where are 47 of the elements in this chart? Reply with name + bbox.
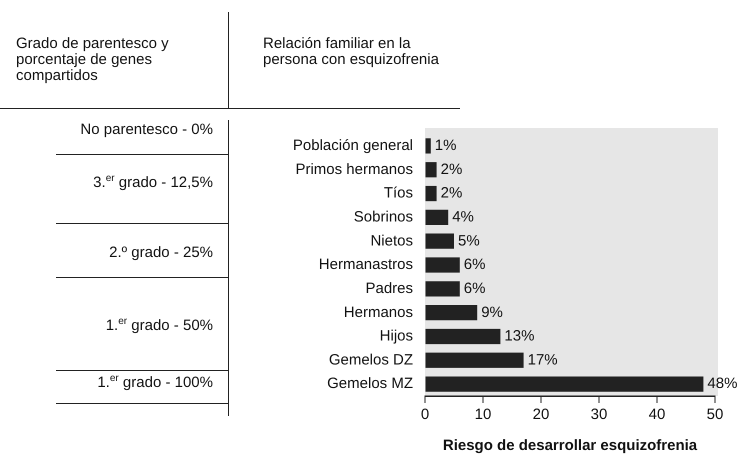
y-tick-label: Hermanos <box>344 304 413 321</box>
x-tick-label: 30 <box>590 406 608 424</box>
y-tick-label: Nietos <box>370 232 413 250</box>
bar <box>426 328 500 344</box>
x-tick-label: 50 <box>706 406 724 424</box>
data-label: 6% <box>464 280 486 297</box>
data-label: 6% <box>464 256 486 274</box>
x-tick-label: 20 <box>532 406 550 424</box>
bar <box>426 257 460 273</box>
data-label: 1% <box>434 137 456 154</box>
y-tick-label: Gemelos DZ <box>328 351 413 368</box>
y-tick-label: Tíos <box>384 184 413 202</box>
y-tick-label: Primos hermanos <box>295 160 413 178</box>
text: 1.$^{er}$ grado - 50% <box>104 316 213 334</box>
y-tick-label: Hermanastros <box>318 256 413 274</box>
bar <box>426 138 431 154</box>
bar <box>426 305 478 320</box>
y-tick-label: Padres <box>365 280 413 297</box>
bar <box>426 162 437 178</box>
data-label: 4% <box>452 208 474 226</box>
x-tick-label: 40 <box>648 406 666 424</box>
bar <box>426 234 454 249</box>
bar <box>426 210 448 225</box>
text: No parentesco - 0% <box>79 121 213 138</box>
text: 2.º grado - 25% <box>108 244 213 261</box>
x-tick-label: 10 <box>474 406 492 424</box>
y-axis-title: Relación familiar en la persona con esquizofrenia <box>263 35 440 68</box>
text: 3.$^{er}$ grado - 12,5% <box>92 173 213 191</box>
y-tick-label: Hijos <box>380 328 413 345</box>
x-axis-title: Riesgo de desarrollar esquizofrenia <box>442 437 698 454</box>
y-tick-label: Gemelos MZ <box>327 375 413 392</box>
data-label: 2% <box>440 184 462 202</box>
y-tick-label: Sobrinos <box>354 208 413 226</box>
bar <box>426 186 437 202</box>
bar <box>426 376 704 392</box>
data-label: 17% <box>528 351 558 368</box>
data-label: 9% <box>481 304 503 321</box>
text: 1.$^{er}$ grado - 100% <box>96 373 213 391</box>
bar <box>426 352 524 368</box>
text: Grado de parentesco y porcentaje de genes compartidos <box>16 35 170 84</box>
data-label: 2% <box>440 160 462 178</box>
data-label: 5% <box>458 232 480 250</box>
y-tick-label: Población general <box>292 137 413 154</box>
bar <box>426 281 460 296</box>
x-tick-label: 0 <box>420 406 430 424</box>
data-label: 48% <box>707 375 738 392</box>
data-label: 13% <box>504 328 534 345</box>
